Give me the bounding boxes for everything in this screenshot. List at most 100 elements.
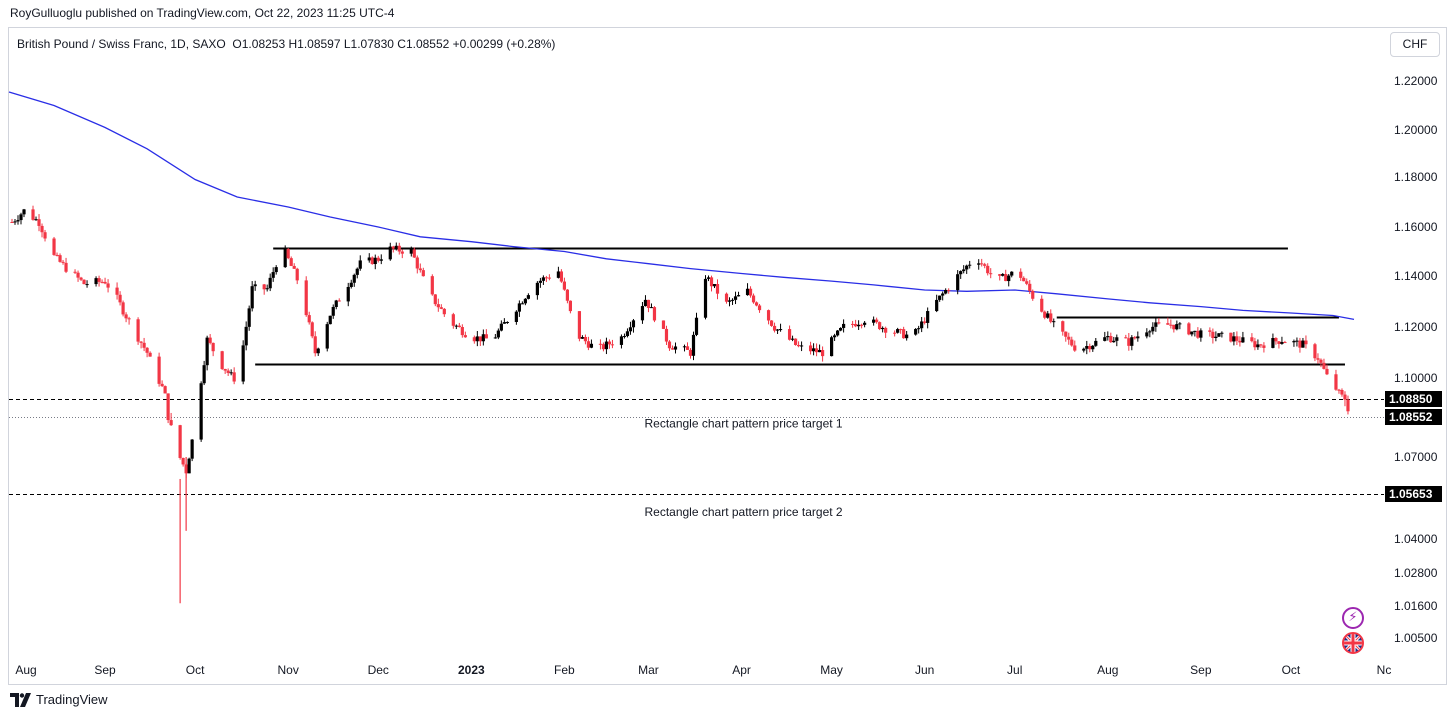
candle-up — [373, 257, 377, 265]
candle-down — [664, 328, 669, 342]
candle-down — [304, 280, 308, 316]
candle-up — [502, 322, 506, 324]
candle-up — [379, 259, 383, 261]
candle-up — [857, 324, 861, 327]
candle-up — [331, 306, 335, 316]
candle-up — [1178, 323, 1182, 325]
candle-down — [577, 311, 582, 339]
candle-down — [1172, 324, 1176, 330]
candle-up — [499, 323, 503, 331]
candle-down — [451, 314, 455, 326]
candle-up — [1112, 340, 1116, 343]
candle-down — [1334, 374, 1338, 390]
candle-up — [283, 248, 287, 268]
candle-up — [1001, 274, 1005, 276]
candle-up — [85, 284, 89, 286]
footer-brand-label: TradingView — [36, 692, 108, 707]
candle-down — [1127, 338, 1131, 346]
candle-down — [983, 264, 987, 266]
candle-down — [724, 293, 729, 302]
candle-down — [121, 302, 125, 315]
candle-down — [1283, 342, 1287, 344]
candle-down — [127, 318, 131, 320]
candle-up — [13, 221, 17, 223]
candle-up — [1091, 345, 1095, 350]
candle-down — [139, 341, 143, 343]
candle-down — [1277, 341, 1281, 344]
candle-down — [568, 300, 573, 312]
candle-up — [604, 341, 609, 350]
candle-down — [430, 276, 434, 295]
candle-up — [367, 257, 371, 261]
candle-up — [920, 321, 924, 329]
candle-down — [76, 272, 80, 278]
price-label-text: 1.08552 — [1389, 410, 1433, 424]
candle-down — [223, 368, 227, 371]
price-axis-tick-label: 1.22000 — [1394, 74, 1438, 88]
candle-down — [463, 335, 467, 338]
candle-up — [1085, 346, 1089, 349]
candle-down — [64, 262, 68, 272]
candle-up — [1271, 338, 1275, 348]
candle-down — [1019, 271, 1023, 278]
candle-down — [667, 341, 672, 349]
candle-down — [55, 254, 59, 256]
candle-up — [388, 246, 392, 260]
lightning-bolt-icon[interactable]: ⚡ — [1342, 607, 1364, 629]
time-axis-tick-label: Apr — [732, 663, 751, 677]
candle-down — [565, 289, 570, 301]
candle-down — [923, 321, 927, 323]
candle-down — [1259, 344, 1263, 346]
candle-down — [1229, 332, 1233, 342]
candle-down — [142, 342, 146, 348]
price-label-box — [1385, 409, 1442, 425]
uk-flag-icon[interactable] — [1342, 632, 1364, 654]
candle-down — [1340, 390, 1344, 395]
candles-layer — [10, 205, 1350, 604]
candle-down — [181, 457, 185, 465]
candle-down — [160, 383, 164, 387]
candle-up — [274, 267, 278, 273]
currency-button[interactable]: CHF — [1390, 32, 1440, 57]
candle-up — [941, 293, 945, 296]
candle-down — [544, 277, 548, 279]
time-axis-tick-label: Sep — [1190, 663, 1212, 677]
candle-up — [526, 295, 530, 299]
candle-down — [1337, 389, 1341, 391]
candle-down — [169, 420, 173, 426]
candle-down — [748, 288, 753, 296]
axes-layer: 1.22000 1.20000 1.18000 1.16000 1.14000 1.120… — [15, 74, 1442, 677]
candle-up — [944, 289, 948, 294]
candle-up — [1301, 340, 1305, 348]
candle-down — [751, 295, 756, 303]
candle-up — [628, 327, 633, 332]
candle-down — [1031, 290, 1035, 299]
candle-down — [400, 251, 404, 254]
candle-up — [535, 282, 539, 296]
candle-up — [691, 334, 696, 356]
candle-down — [586, 341, 591, 348]
candle-up — [34, 219, 38, 221]
candle-down — [1157, 322, 1161, 324]
candle-up — [811, 348, 816, 352]
candle-up — [881, 327, 885, 330]
price-axis-tick-label: 1.20000 — [1394, 123, 1438, 137]
legend-close: C1.08552 — [397, 37, 450, 51]
candle-up — [1052, 321, 1056, 323]
candle-down — [286, 248, 290, 259]
price-axis-tick-label: 1.02800 — [1394, 566, 1438, 580]
footer-brand[interactable]: TradingView — [10, 692, 108, 707]
candle-down — [178, 425, 182, 458]
candle-up — [328, 315, 332, 325]
candle-up — [631, 320, 636, 328]
candle-up — [1145, 332, 1149, 337]
candle-down — [313, 336, 317, 354]
moving-average-line — [8, 91, 1355, 321]
time-axis-tick-label: Jul — [1007, 663, 1022, 677]
candle-up — [962, 269, 966, 272]
candle-up — [22, 209, 26, 215]
candle-down — [884, 327, 888, 333]
candle-up — [1220, 332, 1224, 334]
candle-down — [1196, 330, 1200, 338]
